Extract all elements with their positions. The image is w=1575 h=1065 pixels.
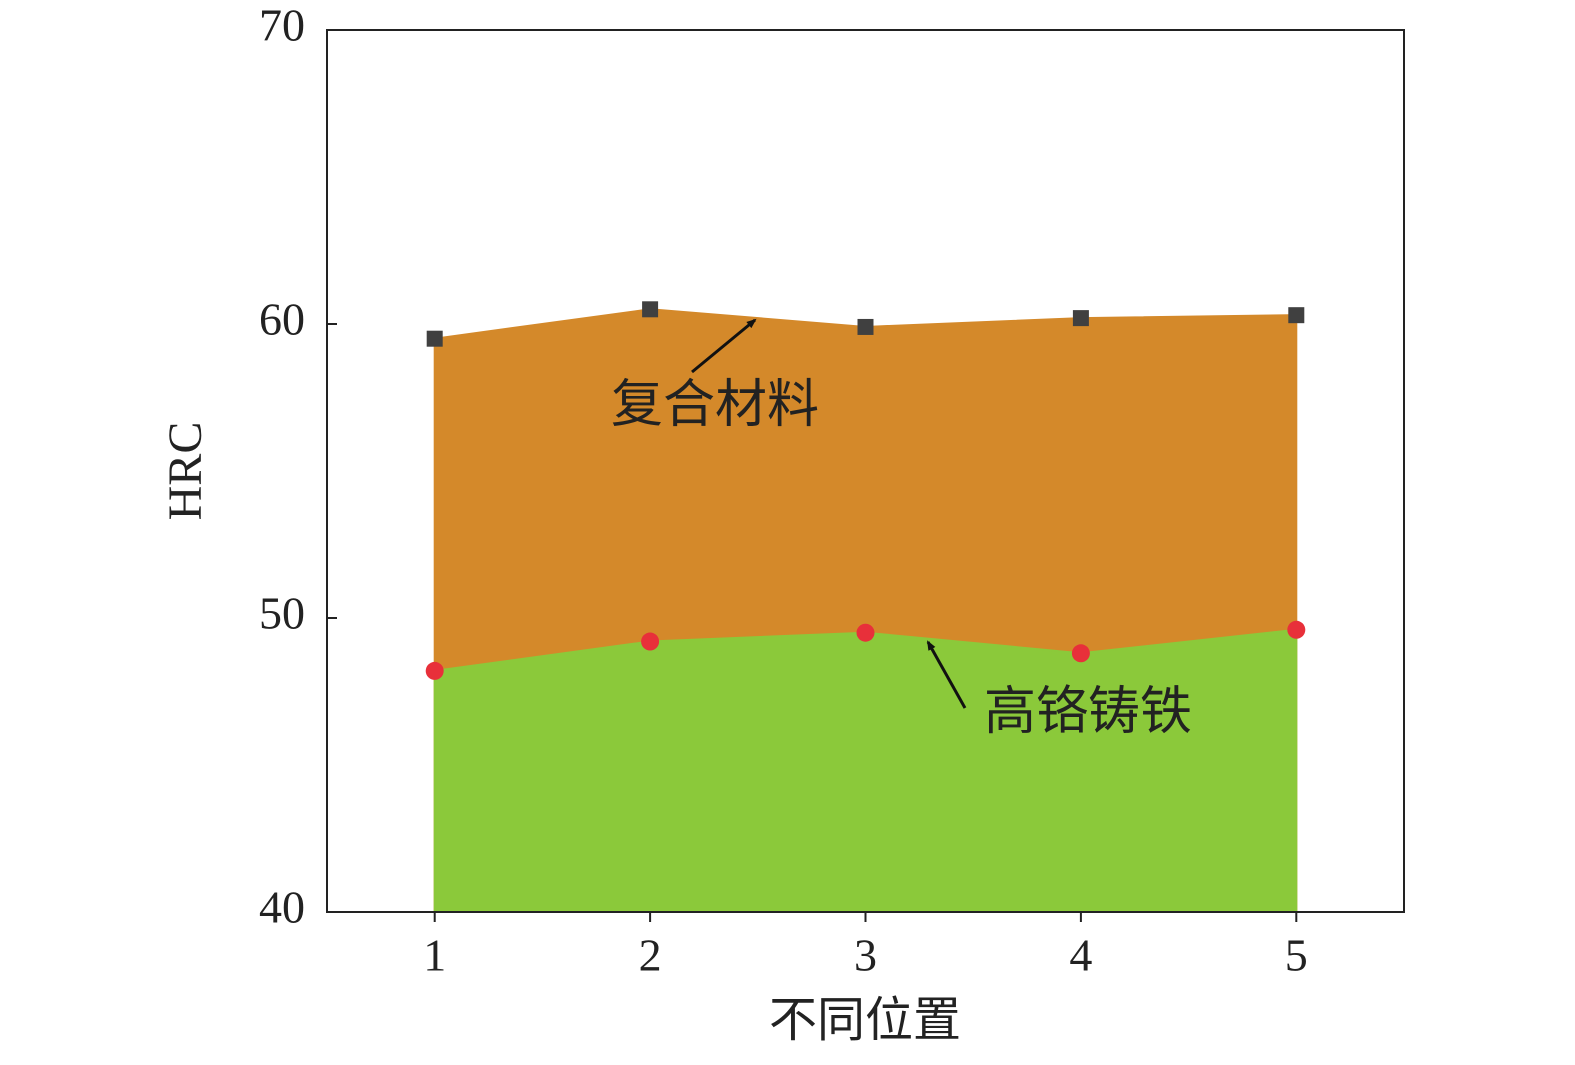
marker — [1288, 307, 1305, 324]
marker — [1287, 620, 1306, 639]
y-tick-label: 50 — [259, 588, 305, 639]
y-tick-label: 60 — [259, 294, 305, 345]
marker — [425, 661, 444, 680]
marker — [1072, 310, 1089, 327]
marker — [856, 623, 875, 642]
x-axis-label: 不同位置 — [769, 994, 961, 1047]
annotation-arrow — [926, 640, 967, 709]
y-tick-label: 70 — [259, 0, 305, 51]
marker — [642, 301, 659, 318]
x-tick-label: 3 — [854, 930, 877, 981]
x-tick-label: 5 — [1285, 930, 1308, 981]
x-tick-label: 2 — [639, 930, 662, 981]
x-tick-label: 4 — [1069, 930, 1092, 981]
marker — [857, 318, 874, 335]
x-tick-label: 1 — [423, 930, 446, 981]
marker — [426, 330, 443, 347]
area — [433, 628, 1298, 913]
marker — [1071, 644, 1090, 663]
annotation-arrow — [691, 318, 757, 374]
y-axis-label: HRC — [159, 422, 212, 521]
marker — [641, 632, 660, 651]
annotation: 复合材料 — [611, 377, 819, 434]
y-tick-label: 40 — [259, 882, 305, 933]
annotation: 高铬铸铁 — [984, 684, 1192, 741]
